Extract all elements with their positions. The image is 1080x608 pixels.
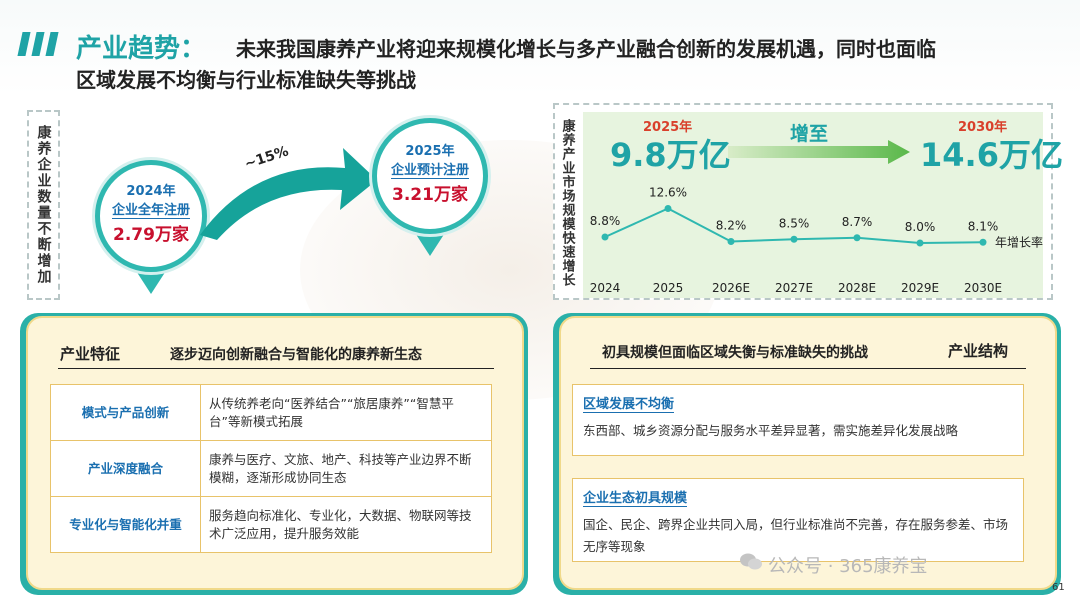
legend-series-name: 年增长率: [995, 234, 1043, 249]
structure-box-ecosystem: 企业生态初具规模 国企、民企、跨界企业共同入局，但行业标准尚不完善，存在服务参差…: [572, 478, 1024, 562]
features-divider: [58, 368, 494, 369]
market-chart-background: [583, 112, 1043, 298]
pin-2025: 2025年 企业预计注册 3.21万家: [372, 118, 488, 288]
features-title: 产业特征: [60, 345, 121, 363]
data-point: [853, 234, 861, 242]
data-label: 12.6%: [649, 186, 687, 200]
x-tick-label: 2029E: [901, 281, 939, 295]
table-row: 模式与产品创新 从传统养老向“医养结合”“旅居康养”“智慧平台”等新模式拓展: [50, 384, 492, 441]
data-point: [664, 205, 672, 212]
enterprise-label-box: 康养企业数量不断增加: [27, 110, 60, 300]
features-table: 模式与产品创新 从传统养老向“医养结合”“旅居康养”“智慧平台”等新模式拓展 产…: [50, 384, 492, 553]
pin-2024-value: 2.79万家: [113, 225, 189, 245]
page-subtitle-line2: 区域发展不均衡与行业标准缺失等挑战: [76, 68, 416, 92]
table-row: 产业深度融合 康养与医疗、文旅、地产、科技等产业边界不断模糊，逐渐形成协同生态: [50, 440, 492, 497]
x-tick-label: 2027E: [775, 281, 813, 295]
data-point: [916, 239, 924, 247]
wechat-icon: [740, 553, 762, 570]
enterprise-vertical-label: 康养企业数量不断增加: [35, 125, 52, 285]
pin-2025-value: 3.21万家: [392, 185, 468, 205]
increase-label: 增至: [790, 123, 829, 145]
data-label: 8.2%: [716, 219, 747, 233]
watermark-text: 公众号 · 365康养宝: [768, 556, 928, 577]
structure-box-body: 东西部、城乡资源分配与服务水平差异显著，需实施差异化发展战略: [583, 423, 959, 438]
page-number: 61: [1052, 582, 1065, 593]
data-point: [979, 238, 987, 246]
feature-value: 服务趋向标准化、专业化，大数据、物联网等技术广泛应用，提升服务效能: [200, 496, 492, 553]
increase-arrow-icon: [728, 140, 910, 164]
data-label: 8.5%: [779, 216, 810, 230]
structure-divider: [590, 368, 1026, 369]
pin-2024-year: 2024年: [126, 184, 176, 199]
feature-value: 从传统养老向“医养结合”“旅居康养”“智慧平台”等新模式拓展: [200, 384, 492, 441]
feature-key: 专业化与智能化并重: [50, 496, 201, 553]
structure-box-region: 区域发展不均衡 东西部、城乡资源分配与服务水平差异显著，需实施差异化发展战略: [572, 384, 1024, 456]
pin-2024-desc: 企业全年注册: [111, 203, 190, 219]
x-tick-label: 2024: [590, 281, 621, 295]
growth-rate-line-chart: 8.8% 2024 12.6% 2025 8.2% 2026E 8.5% 2027E 8.7% 2…: [590, 186, 1043, 296]
feature-key: 模式与产品创新: [50, 384, 201, 441]
features-subtitle: 逐步迈向创新融合与智能化的康养新生态: [170, 347, 422, 363]
title-bars-icon: [17, 32, 59, 56]
data-label: 8.1%: [968, 219, 999, 233]
header-band: [0, 0, 1080, 95]
x-tick-label: 2030E: [964, 281, 1002, 295]
structure-box-heading: 企业生态初具规模: [583, 491, 688, 507]
structure-subtitle: 初具规模但面临区域失衡与标准缺失的挑战: [602, 345, 868, 361]
market-vertical-label-box: 康养产业市场规模快速增长: [556, 110, 578, 295]
pin-2025-year: 2025年: [405, 144, 455, 159]
x-tick-label: 2026E: [712, 281, 750, 295]
x-tick-label: 2028E: [838, 281, 876, 295]
structure-box-body: 国企、民企、跨界企业共同入局，但行业标准尚不完善，存在服务参差、市场无序等现象: [583, 517, 1009, 554]
data-point: [790, 235, 798, 243]
data-label: 8.0%: [905, 220, 936, 234]
x-tick-label: 2025: [653, 281, 684, 295]
feature-key: 产业深度融合: [50, 440, 201, 497]
pin-2025-desc: 企业预计注册: [390, 163, 469, 179]
market-start-year: 2025年: [643, 120, 693, 135]
feature-value: 康养与医疗、文旅、地产、科技等产业边界不断模糊，逐渐形成协同生态: [200, 440, 492, 497]
structure-title: 产业结构: [948, 342, 1009, 360]
structure-box-heading: 区域发展不均衡: [583, 397, 675, 413]
page-subtitle-line1: 未来我国康养产业将迎来规模化增长与多产业融合创新的发展机遇，同时也面临: [236, 37, 936, 61]
page-title: 产业趋势：: [76, 34, 207, 64]
data-label: 8.8%: [590, 214, 621, 228]
market-vertical-label: 康养产业市场规模快速增长: [559, 118, 575, 287]
pin-2024: 2024年 企业全年注册 2.79万家: [95, 160, 207, 320]
table-row: 专业化与智能化并重 服务趋向标准化、专业化，大数据、物联网等技术广泛应用，提升服…: [50, 496, 492, 553]
growth-arrow-icon: [200, 148, 377, 240]
market-end-value: 14.6万亿: [920, 136, 1063, 174]
data-point: [727, 238, 735, 245]
market-start-value: 9.8万亿: [610, 136, 731, 174]
data-point: [601, 233, 609, 241]
market-end-year: 2030年: [958, 120, 1008, 135]
data-label: 8.7%: [842, 215, 873, 229]
